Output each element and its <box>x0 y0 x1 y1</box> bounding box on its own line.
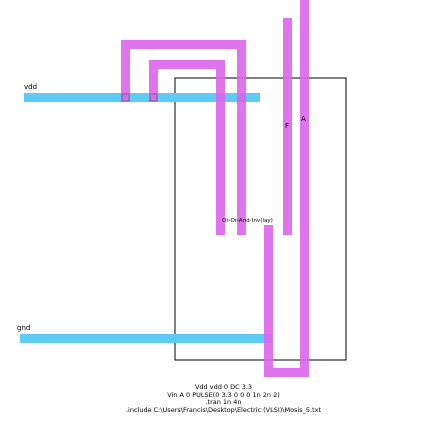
poly-outer-right[interactable] <box>237 40 246 235</box>
poly-inner-left[interactable] <box>149 60 158 102</box>
spice-commands: Vdd vdd 0 DC 3.3 Vin A 0 PULSE(0 3.3 0 0… <box>0 383 447 414</box>
poly-inner-right[interactable] <box>216 60 225 235</box>
spice-line-tran: .tran 1n 4n <box>205 398 242 407</box>
spice-line-include: .include C:\Users\Francis\Desktop\Electr… <box>125 405 322 414</box>
poly-inner-top[interactable] <box>149 60 225 69</box>
spice-line-vin: Vin A 0 PULSE(0 3.3 0 0 0 1n 2n 2) <box>167 390 280 399</box>
contact-1[interactable] <box>121 93 130 102</box>
poly-gate-a[interactable] <box>283 18 292 235</box>
spice-line-vdd: Vdd vdd 0 DC 3.3 <box>194 383 253 391</box>
poly-outer-left[interactable] <box>121 40 130 102</box>
gnd-rail[interactable] <box>20 334 272 343</box>
poly-bottom-left[interactable] <box>264 225 273 377</box>
output-label-f: F <box>285 122 289 130</box>
vdd-rail[interactable] <box>24 93 260 102</box>
input-label-a: A <box>301 115 306 123</box>
contact-2[interactable] <box>149 93 158 102</box>
poly-outer-top[interactable] <box>121 40 246 49</box>
poly-wires <box>121 0 309 377</box>
poly-bottom-bar[interactable] <box>264 368 309 377</box>
poly-right-long[interactable] <box>300 0 309 377</box>
gnd-label: gnd <box>17 324 30 332</box>
cell-boundary[interactable] <box>174 77 347 361</box>
cell-name-label: Or-Or-And-Inv(lay) <box>222 218 273 224</box>
vdd-label: vdd <box>24 83 37 91</box>
